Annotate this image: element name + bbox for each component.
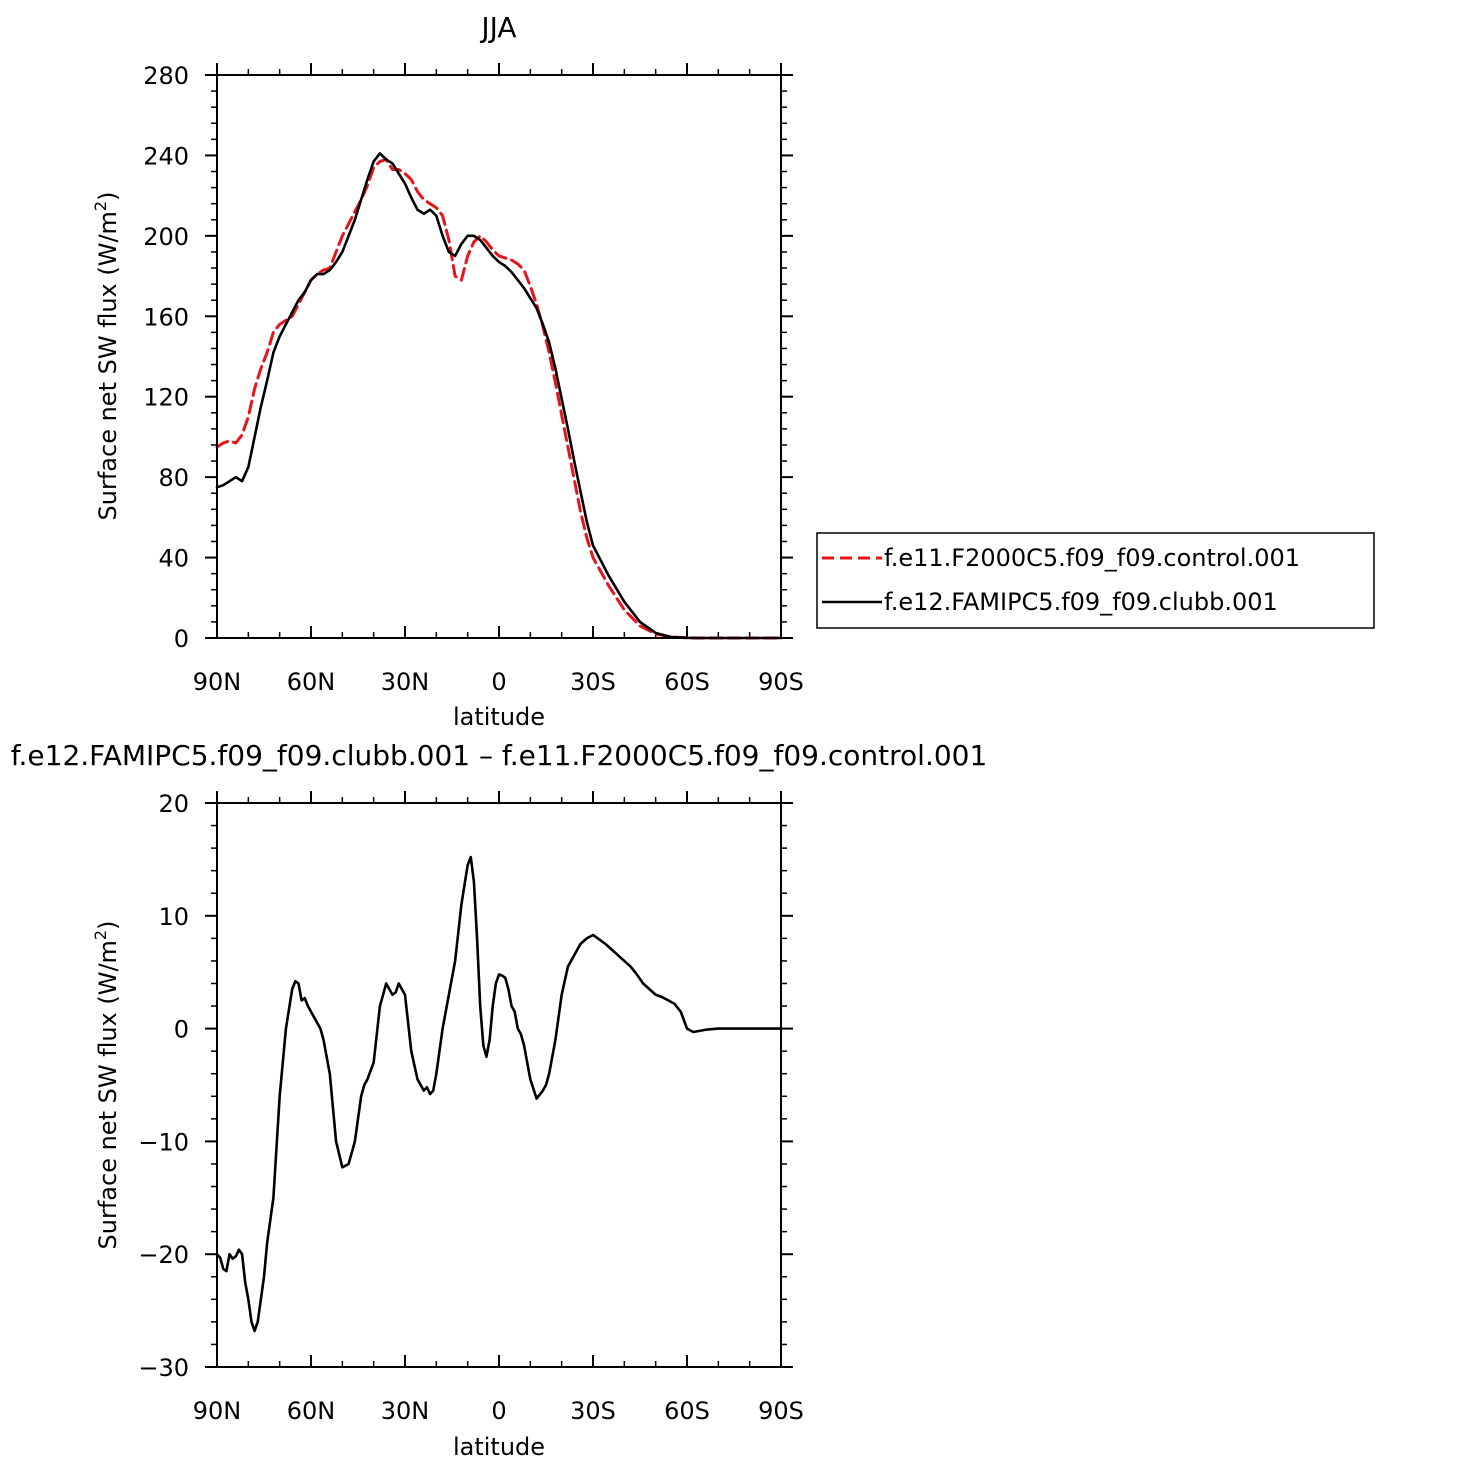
legend: f.e11.F2000C5.f09_f09.control.001 f.e12.… [816, 532, 1375, 629]
top-y-tick-label: 240 [143, 142, 189, 170]
bottom-x-tick-label: 0 [491, 1397, 506, 1425]
bottom-y-axis-title: Surface net SW flux (W/m2) [91, 921, 122, 1250]
top-y-tick-label: 0 [174, 625, 189, 653]
bottom-series [215, 855, 783, 1333]
top-series [215, 152, 783, 640]
top-x-tick-label: 30N [381, 668, 430, 696]
top-x-tick-label: 60N [287, 668, 336, 696]
bottom-x-tick-labels: 90N 60N 30N 0 30S 60S 90S [193, 1397, 804, 1425]
top-x-tick-label: 90S [758, 668, 804, 696]
top-y-tick-label: 40 [158, 545, 189, 573]
legend-label-control: f.e11.F2000C5.f09_f09.control.001 [884, 544, 1300, 572]
bottom-plot-frame [216, 802, 782, 1368]
bottom-y-tick-label: 20 [158, 790, 189, 818]
bottom-x-tick-label: 30N [381, 1397, 430, 1425]
bottom-x-tick-label: 30S [570, 1397, 616, 1425]
top-series-line-1 [215, 152, 783, 640]
legend-label-clubb: f.e12.FAMIPC5.f09_f09.clubb.001 [884, 588, 1278, 616]
bottom-x-axis-title: latitude [453, 1433, 545, 1461]
bottom-x-tick-label: 60S [664, 1397, 710, 1425]
legend-box [816, 532, 1375, 629]
top-y-tick-label: 200 [143, 223, 189, 251]
bottom-plot-title: f.e12.FAMIPC5.f09_f09.clubb.001 – f.e11.… [11, 739, 988, 772]
bottom-x-tick-label: 90N [193, 1397, 242, 1425]
top-x-axis-title: latitude [453, 703, 545, 731]
top-y-tick-label: 280 [143, 62, 189, 90]
bottom-ticks [205, 791, 793, 1368]
top-x-tick-label: 60S [664, 668, 710, 696]
top-y-tick-label: 80 [158, 464, 189, 492]
bottom-y-tick-labels: −30 −20 −10 0 10 20 [138, 790, 189, 1382]
top-ticks [205, 63, 793, 639]
bottom-y-tick-label: 10 [158, 903, 189, 931]
bottom-y-tick-label: −10 [138, 1128, 189, 1156]
bottom-x-tick-label: 90S [758, 1397, 804, 1425]
top-y-axis-title: Surface net SW flux (W/m2) [91, 192, 122, 521]
top-panel: JJA 0 40 80 120 160 200 240 280 90N 60N 30N 0 30S 60… [91, 11, 804, 731]
top-x-tick-labels: 90N 60N 30N 0 30S 60S 90S [193, 668, 804, 696]
top-y-tick-labels: 0 40 80 120 160 200 240 280 [143, 62, 189, 653]
top-x-tick-label: 0 [491, 668, 506, 696]
top-series-line-0 [215, 157, 783, 640]
bottom-series-line-0 [215, 855, 783, 1333]
top-plot-title: JJA [479, 11, 516, 44]
top-y-tick-label: 120 [143, 384, 189, 412]
top-x-tick-label: 90N [193, 668, 242, 696]
bottom-panel: f.e12.FAMIPC5.f09_f09.clubb.001 – f.e11.… [11, 739, 988, 1461]
top-plot-frame [216, 74, 782, 639]
top-x-tick-label: 30S [570, 668, 616, 696]
top-y-tick-label: 160 [143, 303, 189, 331]
bottom-x-tick-label: 60N [287, 1397, 336, 1425]
bottom-y-tick-label: −30 [138, 1354, 189, 1382]
bottom-y-tick-label: 0 [174, 1016, 189, 1044]
bottom-y-tick-label: −20 [138, 1241, 189, 1269]
